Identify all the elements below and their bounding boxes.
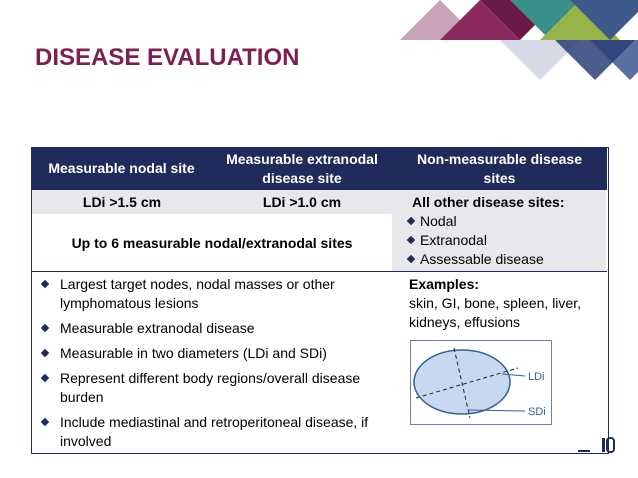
bullet-item: Largest target nodes, nodal masses or ot… [32, 275, 392, 313]
limit: Up to 6 measurable nodal/extranodal site… [71, 234, 353, 251]
diagram-label: LDi [528, 371, 545, 383]
examples-text: skin, GI, bone, spleen, liver, kidneys, … [409, 295, 581, 330]
bullet-text: Largest target nodes, nodal masses or ot… [60, 276, 335, 311]
threshold: LDi >1.5 cm [32, 190, 212, 214]
bullet [40, 348, 50, 358]
logo [578, 437, 615, 453]
bullet-item: Assessable disease [398, 250, 606, 269]
row-rule [31, 271, 607, 272]
bullet-text: Extranodal [420, 232, 487, 248]
examples: Examples: skin, GI, bone, spleen, liver,… [409, 275, 599, 332]
bullet-text: Measurable in two diameters (LDi and SDi… [60, 345, 327, 361]
sdi-pointer [467, 409, 526, 412]
diameter-diagram: LDi SDi [410, 340, 552, 425]
criteria-list: Largest target nodes, nodal masses or ot… [32, 275, 392, 457]
bullet-item: Extranodal [398, 231, 606, 250]
bullet-item: Measurable in two diameters (LDi and SDi… [32, 344, 392, 363]
bullet [40, 323, 50, 333]
bullet [40, 279, 50, 289]
bullet-item: Include mediastinal and retroperitoneal … [32, 413, 392, 451]
bullet-text: Measurable extranodal disease [60, 320, 255, 336]
bullet-item: Represent different body regions/overall… [32, 369, 392, 407]
column-header: Measurable nodal site [31, 147, 212, 190]
other-sites-heading: All other disease sites: [412, 194, 565, 210]
bullet-text: Represent different body regions/overall… [60, 370, 361, 405]
bullet [40, 373, 50, 383]
bullet-item: Measurable extranodal disease [32, 319, 392, 338]
title: DISEASE EVALUATION [35, 44, 300, 71]
other-sites-list: Nodal Extranodal Assessable disease [406, 212, 606, 269]
diagram-label: SDi [528, 406, 546, 418]
ldi-pointer [501, 373, 526, 377]
bullet [40, 417, 50, 427]
bullet-text: Include mediastinal and retroperitoneal … [60, 414, 369, 449]
column-header: Measurable extranodal disease site [212, 147, 392, 190]
examples-heading: Examples: [409, 276, 480, 292]
bullet-text: Nodal [420, 213, 457, 229]
bullet [406, 235, 416, 245]
lesion [413, 349, 511, 415]
bullet-text: Assessable disease [420, 251, 544, 267]
bullet-item: Nodal [398, 212, 606, 231]
bullet [406, 254, 416, 264]
threshold: LDi >1.0 cm [212, 190, 392, 214]
other-sites: All other disease sites: Nodal Extranodal… [392, 190, 606, 271]
bullet [406, 216, 416, 226]
sdi-line [453, 347, 471, 419]
decoration [400, 0, 638, 80]
ldi-line [415, 367, 519, 399]
column-header: Non-measurable disease sites [392, 147, 607, 190]
